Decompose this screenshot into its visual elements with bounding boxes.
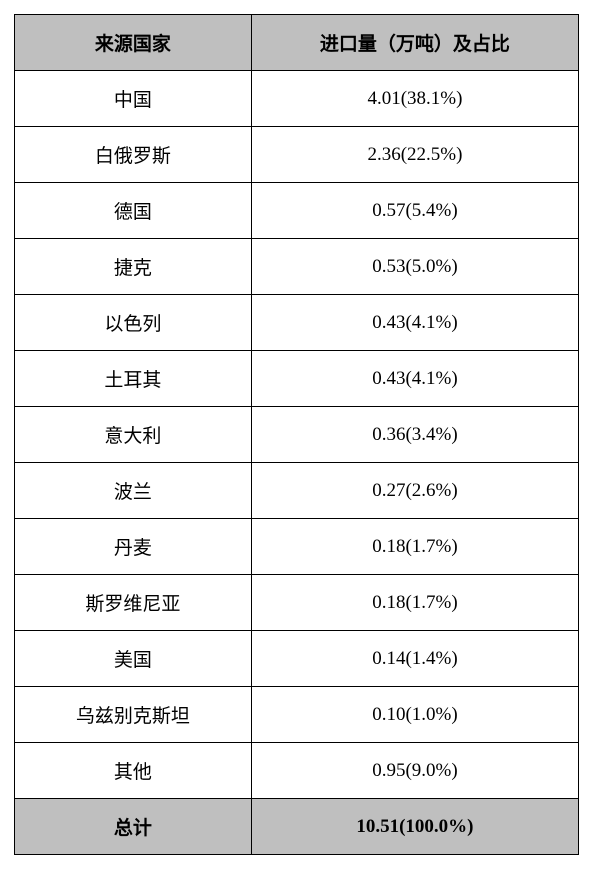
table-row: 斯罗维尼亚 0.18(1.7%) — [15, 575, 579, 631]
cell-value: 0.18(1.7%) — [251, 519, 578, 575]
cell-country: 美国 — [15, 631, 252, 687]
table-row: 白俄罗斯 2.36(22.5%) — [15, 127, 579, 183]
table-row: 中国 4.01(38.1%) — [15, 71, 579, 127]
cell-value: 0.43(4.1%) — [251, 351, 578, 407]
table-header-row: 来源国家 进口量（万吨）及占比 — [15, 15, 579, 71]
table-row: 以色列 0.43(4.1%) — [15, 295, 579, 351]
cell-value: 0.43(4.1%) — [251, 295, 578, 351]
cell-value: 0.53(5.0%) — [251, 239, 578, 295]
table-row: 捷克 0.53(5.0%) — [15, 239, 579, 295]
cell-value: 2.36(22.5%) — [251, 127, 578, 183]
table-row: 波兰 0.27(2.6%) — [15, 463, 579, 519]
table-row: 美国 0.14(1.4%) — [15, 631, 579, 687]
cell-country: 以色列 — [15, 295, 252, 351]
cell-country: 白俄罗斯 — [15, 127, 252, 183]
table-row: 乌兹别克斯坦 0.10(1.0%) — [15, 687, 579, 743]
cell-value: 0.57(5.4%) — [251, 183, 578, 239]
cell-country: 中国 — [15, 71, 252, 127]
cell-country: 德国 — [15, 183, 252, 239]
table-body: 中国 4.01(38.1%) 白俄罗斯 2.36(22.5%) 德国 0.57(… — [15, 71, 579, 855]
cell-value: 0.95(9.0%) — [251, 743, 578, 799]
table-row: 意大利 0.36(3.4%) — [15, 407, 579, 463]
table-row: 德国 0.57(5.4%) — [15, 183, 579, 239]
total-label: 总计 — [15, 799, 252, 855]
cell-country: 丹麦 — [15, 519, 252, 575]
table-row: 其他 0.95(9.0%) — [15, 743, 579, 799]
cell-value: 0.10(1.0%) — [251, 687, 578, 743]
cell-country: 捷克 — [15, 239, 252, 295]
cell-country: 乌兹别克斯坦 — [15, 687, 252, 743]
cell-value: 0.14(1.4%) — [251, 631, 578, 687]
cell-country: 其他 — [15, 743, 252, 799]
cell-value: 0.27(2.6%) — [251, 463, 578, 519]
cell-country: 波兰 — [15, 463, 252, 519]
table-row: 丹麦 0.18(1.7%) — [15, 519, 579, 575]
cell-country: 斯罗维尼亚 — [15, 575, 252, 631]
cell-value: 4.01(38.1%) — [251, 71, 578, 127]
total-value: 10.51(100.0%) — [251, 799, 578, 855]
header-country: 来源国家 — [15, 15, 252, 71]
table-total-row: 总计 10.51(100.0%) — [15, 799, 579, 855]
cell-country: 意大利 — [15, 407, 252, 463]
table-row: 土耳其 0.43(4.1%) — [15, 351, 579, 407]
import-table: 来源国家 进口量（万吨）及占比 中国 4.01(38.1%) 白俄罗斯 2.36… — [14, 14, 579, 855]
cell-value: 0.36(3.4%) — [251, 407, 578, 463]
header-value: 进口量（万吨）及占比 — [251, 15, 578, 71]
cell-value: 0.18(1.7%) — [251, 575, 578, 631]
cell-country: 土耳其 — [15, 351, 252, 407]
